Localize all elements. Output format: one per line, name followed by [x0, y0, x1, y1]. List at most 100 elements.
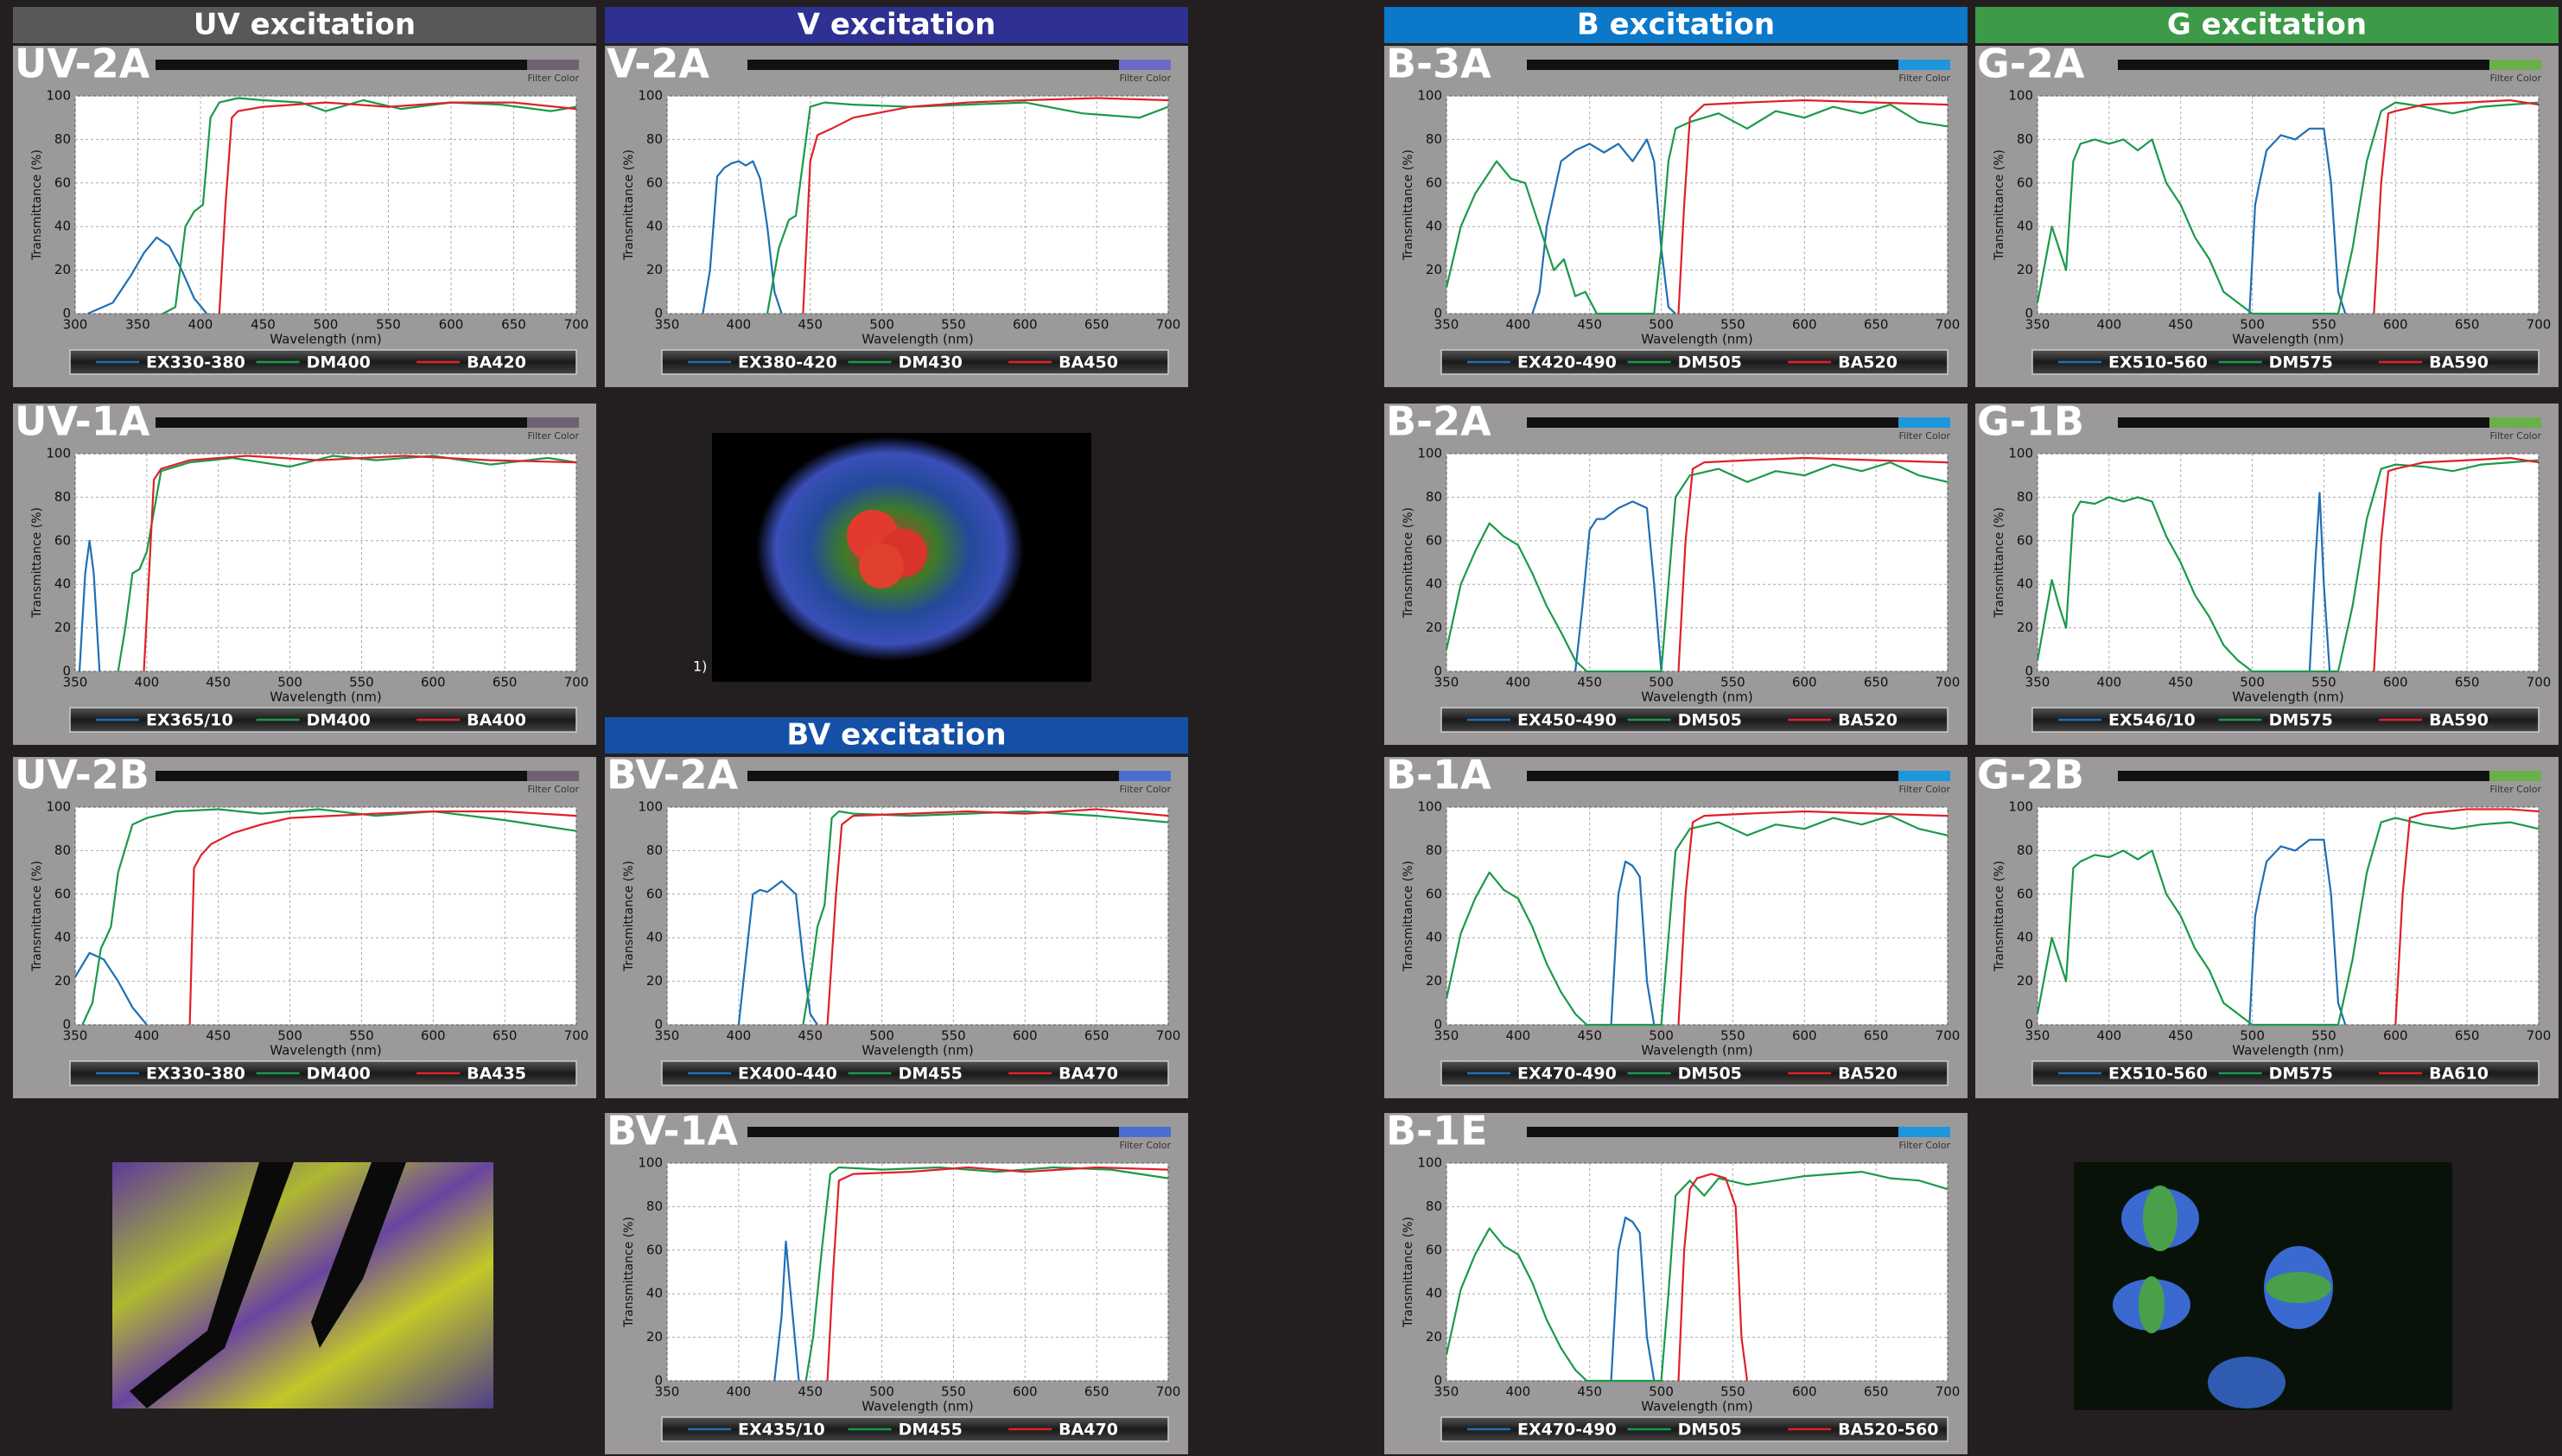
x-tick-label: 700 — [1936, 1028, 1961, 1044]
x-tick-label: 550 — [2311, 1028, 2336, 1044]
x-tick-label: 400 — [727, 1028, 752, 1044]
x-tick-label: 600 — [421, 1028, 446, 1044]
y-tick-label: 80 — [2017, 489, 2033, 505]
panel-title: B-2A — [1386, 398, 1491, 445]
filter-color — [1898, 417, 1950, 428]
y-tick-label: 40 — [1426, 1286, 1442, 1301]
plot-area — [667, 1163, 1168, 1381]
x-tick-label: 700 — [2527, 1028, 2552, 1044]
x-tick-label: 400 — [727, 317, 752, 333]
x-tick-label: 500 — [314, 317, 339, 333]
filter-panel: BV-1AFilter Color02040608010035040045050… — [605, 1108, 1188, 1455]
x-tick-label: 650 — [1084, 1384, 1109, 1400]
legend-label: EX470-490 — [1517, 1065, 1617, 1084]
x-tick-label: 600 — [2383, 317, 2408, 333]
y-tick-label: 20 — [1426, 620, 1442, 635]
filter-color — [1119, 1127, 1171, 1137]
y-tick-label: 40 — [2017, 219, 2033, 234]
legend-label: DM505 — [1678, 1065, 1742, 1084]
filter-label: Filter Color — [1899, 1140, 1951, 1151]
legend-label: EX330-380 — [146, 1065, 245, 1084]
panel-title: V-2A — [607, 41, 709, 87]
legend-label: BA450 — [1058, 353, 1118, 372]
micrograph-tissue — [112, 1162, 493, 1408]
legend-label: EX420-490 — [1517, 353, 1617, 372]
filter-color — [1119, 60, 1171, 70]
y-tick-label: 100 — [638, 88, 663, 104]
x-tick-label: 400 — [135, 675, 160, 690]
section-title: UV excitation — [194, 8, 416, 42]
x-tick-label: 450 — [798, 317, 823, 333]
filter-label: Filter Color — [2490, 430, 2542, 442]
y-axis-label: Transmittance (%) — [1402, 861, 1415, 972]
x-tick-label: 400 — [1506, 1028, 1531, 1044]
y-tick-label: 100 — [2008, 88, 2033, 104]
panel-title: BV-2A — [607, 752, 739, 798]
x-axis-label: Wavelength (nm) — [1641, 1399, 1753, 1415]
x-tick-label: 650 — [2455, 675, 2480, 690]
x-tick-label: 600 — [1013, 1028, 1038, 1044]
y-tick-label: 20 — [2017, 620, 2033, 635]
x-tick-label: 350 — [655, 317, 680, 333]
filter-panel: B-1AFilter Color020406080100350400450500… — [1384, 752, 1968, 1099]
filter-panel: B-2AFilter Color020406080100350400450500… — [1384, 398, 1968, 746]
y-tick-label: 20 — [1426, 262, 1442, 277]
x-tick-label: 500 — [1649, 1384, 1674, 1400]
plot-area — [1446, 454, 1948, 671]
x-tick-label: 700 — [1156, 1028, 1181, 1044]
y-axis-label: Transmittance (%) — [1402, 149, 1415, 261]
x-tick-label: 600 — [2383, 675, 2408, 690]
legend-label: DM400 — [307, 353, 371, 372]
x-tick-label: 650 — [2455, 317, 2480, 333]
y-tick-label: 40 — [2017, 576, 2033, 592]
filter-label: Filter Color — [528, 73, 580, 84]
x-tick-label: 450 — [1577, 1384, 1602, 1400]
x-tick-label: 550 — [349, 1028, 374, 1044]
x-tick-label: 450 — [1577, 1028, 1602, 1044]
legend-label: DM575 — [2269, 1065, 2333, 1084]
image-note: 1) — [693, 658, 707, 675]
x-tick-label: 500 — [2240, 675, 2265, 690]
legend-label: EX400-440 — [738, 1065, 837, 1084]
x-tick-label: 450 — [2168, 1028, 2193, 1044]
y-tick-label: 60 — [1426, 1242, 1442, 1257]
y-tick-label: 20 — [2017, 262, 2033, 277]
figure: 1) UV excitationV excitationBV excitatio… — [0, 0, 2562, 1456]
x-tick-label: 500 — [869, 1028, 894, 1044]
plot-area — [1446, 96, 1948, 314]
legend-label: EX546/10 — [2108, 711, 2196, 730]
y-tick-label: 40 — [646, 1286, 663, 1301]
x-tick-label: 550 — [349, 675, 374, 690]
legend-label: DM455 — [899, 1065, 963, 1084]
x-tick-label: 650 — [1084, 317, 1109, 333]
x-tick-label: 700 — [2527, 675, 2552, 690]
y-axis-label: Transmittance (%) — [1993, 861, 2006, 972]
x-tick-label: 550 — [2311, 675, 2336, 690]
legend-label: EX380-420 — [738, 353, 837, 372]
y-tick-label: 40 — [54, 930, 71, 945]
legend-label: EX470-490 — [1517, 1421, 1617, 1440]
x-tick-label: 700 — [1156, 1384, 1181, 1400]
y-tick-label: 60 — [2017, 886, 2033, 901]
filter-label: Filter Color — [1120, 1140, 1172, 1151]
x-tick-label: 600 — [1013, 1384, 1038, 1400]
legend-label: DM575 — [2269, 353, 2333, 372]
plot-area — [1446, 1163, 1948, 1381]
x-tick-label: 550 — [2311, 317, 2336, 333]
y-tick-label: 80 — [646, 842, 663, 858]
x-tick-label: 500 — [2240, 317, 2265, 333]
legend-label: DM430 — [899, 353, 963, 372]
x-tick-label: 550 — [941, 317, 966, 333]
y-tick-label: 100 — [1417, 1155, 1442, 1171]
x-tick-label: 600 — [1792, 675, 1817, 690]
legend-label: DM400 — [307, 711, 371, 730]
filter-color — [1898, 771, 1950, 781]
y-axis-label: Transmittance (%) — [622, 149, 636, 261]
filter-panel: UV-2BFilter Color02040608010035040045050… — [13, 752, 596, 1099]
x-tick-label: 350 — [1434, 317, 1459, 333]
y-tick-label: 20 — [646, 262, 663, 277]
legend-label: BA435 — [467, 1065, 526, 1084]
x-tick-label: 500 — [277, 675, 302, 690]
x-tick-label: 450 — [2168, 317, 2193, 333]
x-tick-label: 700 — [564, 317, 589, 333]
